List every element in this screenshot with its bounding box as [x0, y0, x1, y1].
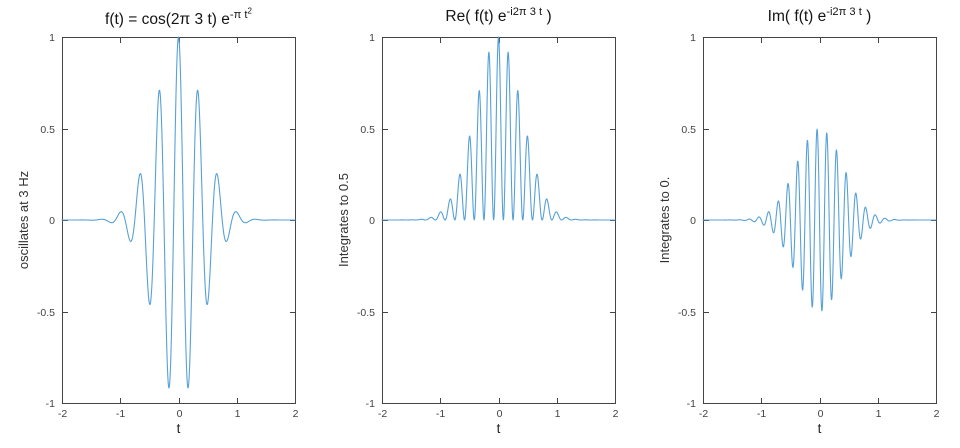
x-tick-label: 1: [876, 408, 882, 420]
y-tick-label: -1: [46, 398, 55, 410]
x-tick-label: -1: [436, 408, 445, 420]
ylabel-integrates-to-0p5: Integrates to 0.5: [336, 173, 351, 267]
plot-title-re: Re( f(t) e-i2π 3 t ): [445, 6, 552, 26]
ylabel-integrates-to-0: Integrates to 0.: [657, 176, 672, 264]
subplot-0: -2 -1 0 1 2-1-0.500.51: [37, 32, 299, 420]
y-tick-label: -0.5: [678, 307, 696, 319]
title-exponent: -i2π 3 t: [826, 6, 862, 18]
title-exponent: -π t2: [229, 6, 252, 21]
x-tick-label: 0: [177, 408, 183, 420]
curve-line: [702, 128, 937, 312]
xlabel-t-1: t: [176, 421, 181, 436]
y-tick-label: 0: [690, 215, 696, 227]
x-tick-label: 2: [934, 408, 940, 420]
x-tick-label: -2: [699, 408, 708, 420]
y-tick-label: 1: [690, 32, 696, 44]
x-tick-label: 2: [293, 408, 299, 420]
x-tick-label: 0: [818, 408, 824, 420]
y-tick-label: 1: [49, 32, 55, 44]
x-tick-label: 1: [235, 408, 241, 420]
x-tick-label: -1: [757, 408, 766, 420]
y-tick-label: 0.5: [40, 124, 55, 136]
title-text: Im( f(t) e: [767, 8, 827, 26]
x-tick-label: 0: [497, 408, 503, 420]
xlabel-t-3: t: [817, 421, 822, 436]
curve-line: [61, 36, 296, 389]
y-tick-label: 1: [369, 32, 375, 44]
y-tick-label: 0.5: [360, 124, 375, 136]
y-tick-label: -0.5: [357, 307, 375, 319]
x-tick-label: -2: [378, 408, 387, 420]
plot-title-f: f(t) = cos(2π 3 t) e-π t2: [52, 6, 305, 30]
curve-line: [381, 36, 616, 221]
x-tick-label: 2: [613, 408, 619, 420]
y-tick-label: -0.5: [37, 307, 55, 319]
y-tick-label: -1: [687, 398, 696, 410]
ylabel-oscillates-at-3hz: oscillates at 3 Hz: [16, 170, 31, 270]
xlabel-t-2: t: [496, 421, 501, 436]
title-exponent: -i2π 3 t: [506, 6, 543, 18]
x-tick-label: 1: [555, 408, 561, 420]
plot-title-im: Im( f(t) e-i2π 3 t ): [767, 6, 872, 26]
y-tick-label: 0: [369, 215, 375, 227]
subplot-2: -2 -1 0 1 2-1-0.500.51: [678, 32, 940, 420]
y-tick-label: -1: [366, 398, 375, 410]
x-tick-label: -2: [58, 408, 67, 420]
y-tick-label: 0.5: [681, 124, 696, 136]
x-tick-label: -1: [116, 408, 125, 420]
subplot-1: -2 -1 0 1 2-1-0.500.51: [357, 32, 619, 420]
y-tick-label: 0: [49, 215, 55, 227]
title-text: Re( f(t) e: [445, 8, 507, 26]
title-text: f(t) = cos(2π 3 t) e: [105, 10, 230, 28]
